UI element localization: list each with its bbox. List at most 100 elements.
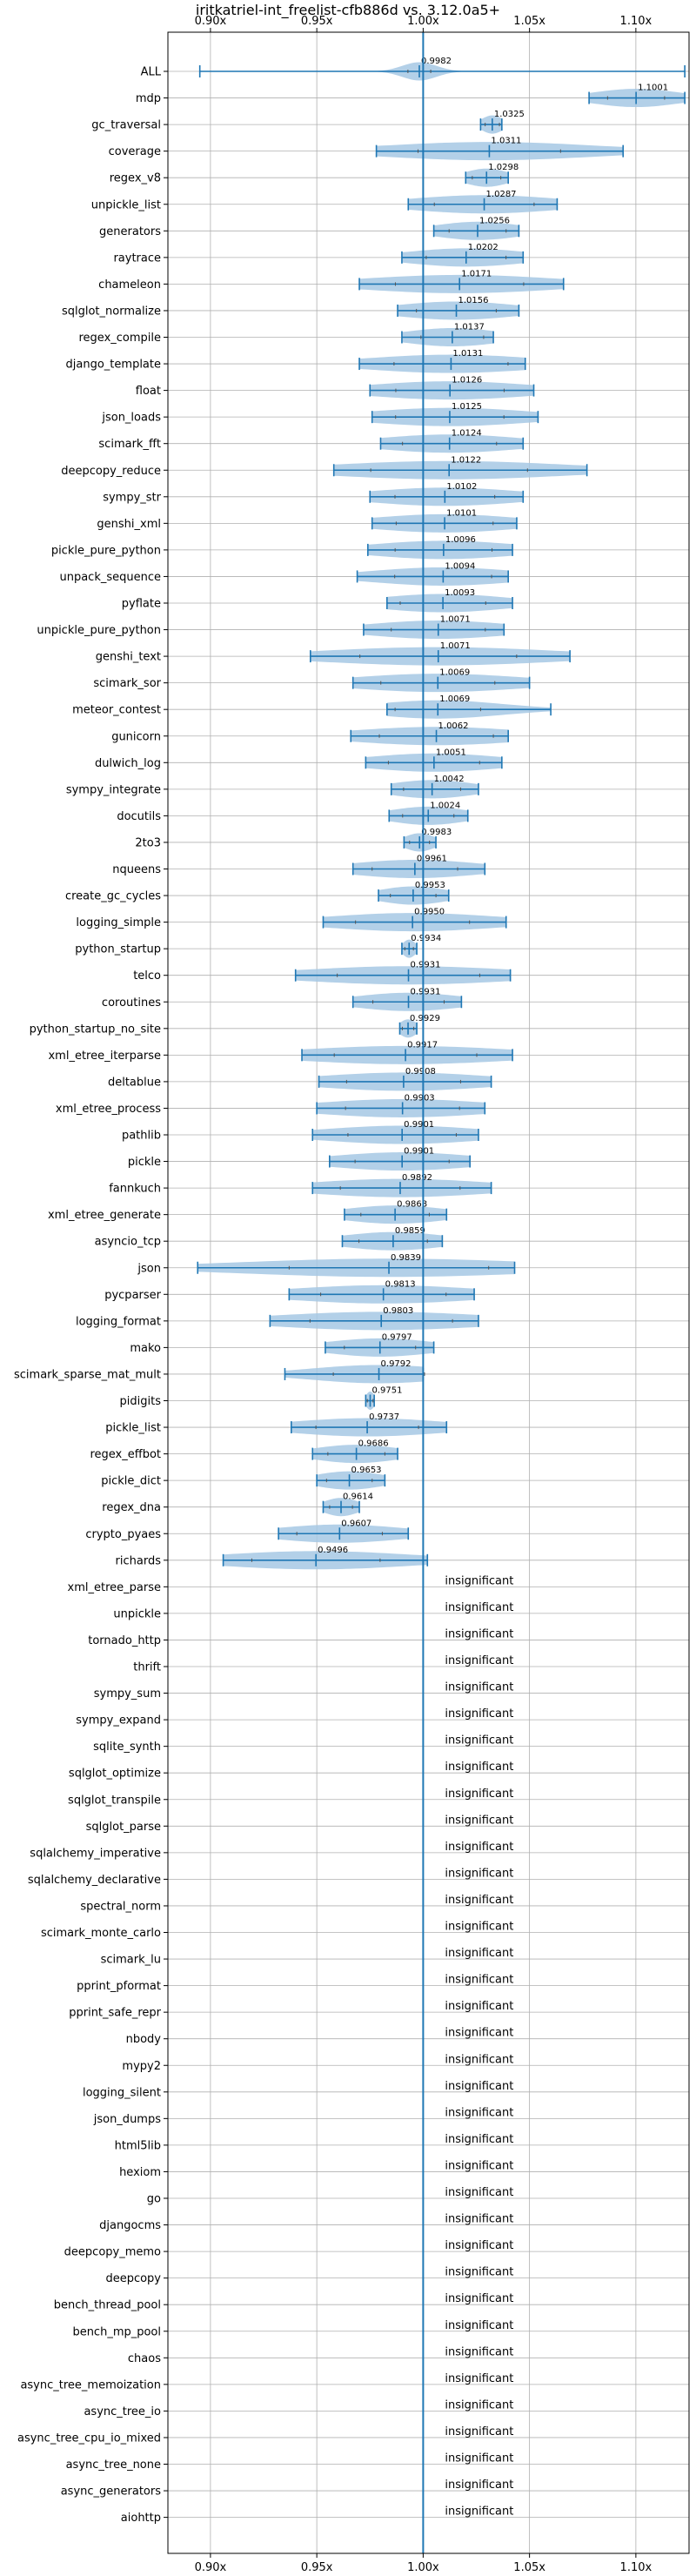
benchmark-label: crypto_pyaes [85, 1528, 161, 1541]
mean-value-label: 1.0287 [486, 190, 517, 199]
insignificant-label: insignificant [445, 1574, 513, 1587]
benchmark-label: nqueens [112, 863, 161, 876]
benchmark-label: richards [116, 1554, 162, 1567]
benchmark-label: sympy_str [103, 491, 161, 504]
benchmark-label: pprint_safe_repr [69, 2007, 161, 2020]
benchmark-label: thrift [133, 1661, 161, 1674]
benchmark-label: raytrace [113, 252, 161, 265]
mean-value-label: 1.0051 [436, 748, 466, 757]
mean-value-label: 0.9931 [411, 987, 441, 996]
insignificant-label: insignificant [445, 1867, 513, 1880]
insignificant-label: insignificant [445, 2133, 513, 2146]
benchmark-label: gunicorn [111, 730, 161, 743]
mean-value-label: 0.9950 [414, 908, 445, 917]
benchmark-label: regex_dna [102, 1501, 161, 1514]
insignificant-label: insignificant [445, 1947, 513, 1960]
mean-value-label: 0.9496 [318, 1546, 348, 1555]
benchmark-label: djangocms [99, 2219, 161, 2232]
insignificant-label: insignificant [445, 1974, 513, 1987]
benchmark-label: html5lib [115, 2139, 161, 2152]
x-tick-label-bottom: 1.05x [513, 2561, 545, 2574]
benchmark-label: mdp [136, 92, 161, 105]
mean-value-label: 0.9607 [341, 1519, 371, 1528]
benchmark-label: fannkuch [109, 1183, 161, 1196]
benchmark-label: sympy_integrate [66, 783, 161, 796]
insignificant-label: insignificant [445, 2266, 513, 2279]
benchmark-label: go [147, 2193, 161, 2206]
insignificant-label: insignificant [445, 2319, 513, 2332]
mean-value-label: 1.0096 [445, 535, 476, 545]
plot-frame [167, 31, 690, 2554]
benchmark-label: chameleon [98, 278, 161, 292]
benchmark-label: unpickle_pure_python [37, 624, 161, 637]
benchmark-label: sqlalchemy_imperative [30, 1847, 161, 1860]
mean-value-label: 0.9686 [358, 1439, 389, 1449]
mean-value-label: 0.9908 [405, 1067, 436, 1077]
benchmark-label: aiohttp [121, 2512, 161, 2525]
benchmark-label: deepcopy_memo [64, 2246, 161, 2259]
insignificant-label: insignificant [445, 2425, 513, 2438]
benchmark-label: 2to3 [135, 836, 161, 849]
benchmark-label: nbody [126, 2033, 162, 2046]
insignificant-label: insignificant [445, 1627, 513, 1640]
x-tick-label-top: 1.10x [620, 15, 652, 28]
mean-value-label: 0.9859 [395, 1226, 425, 1236]
benchmark-label: genshi_text [96, 651, 161, 664]
benchmark-label: bench_mp_pool [72, 2325, 161, 2338]
benchmark-label: regex_v8 [110, 172, 161, 185]
mean-value-label: 0.9839 [391, 1253, 421, 1263]
mean-value-label: 0.9653 [351, 1466, 382, 1475]
insignificant-label: insignificant [445, 1681, 513, 1694]
y-axis-labels: ALL mdp gc_traversal coverage regex_v8unpick… [14, 66, 162, 2526]
insignificant-label: insignificant [445, 2372, 513, 2385]
benchmark-label: deepcopy [105, 2272, 161, 2285]
benchmark-label: scimark_fft [98, 438, 161, 451]
mean-value-label: 0.9868 [397, 1200, 427, 1210]
mean-value-label: 0.9803 [383, 1306, 413, 1316]
insignificant-label: insignificant [445, 2159, 513, 2172]
benchmark-label: hexiom [119, 2166, 161, 2179]
x-tick-label-bottom: 0.95x [301, 2561, 333, 2574]
mean-value-label: 1.0156 [458, 296, 489, 305]
mean-value-label: 1.0125 [452, 402, 482, 412]
insignificant-label: insignificant [445, 1894, 513, 1907]
mean-value-label: 1.0171 [461, 269, 492, 278]
benchmark-label: dulwich_log [95, 757, 161, 770]
insignificant-label: insignificant [445, 2239, 513, 2252]
insignificant-label: insignificant [445, 2106, 513, 2119]
benchmark-label: pyflate [122, 598, 161, 611]
benchmark-label: spectral_norm [80, 1900, 161, 1913]
mean-value-label: 1.0101 [446, 508, 477, 518]
mean-value-label: 0.9929 [410, 1014, 440, 1023]
benchmark-label: python_startup [75, 943, 161, 956]
insignificant-label: insignificant [445, 2479, 513, 2492]
benchmark-label: logging_silent [83, 2086, 161, 2099]
insignificant-label: insignificant [445, 2398, 513, 2412]
benchmark-label: pycparser [104, 1289, 161, 1302]
benchmark-label: async_tree_none [66, 2459, 161, 2472]
insignificant-label: insignificant [445, 1734, 513, 1748]
mean-value-label: 1.0069 [439, 694, 470, 704]
x-tick-label-top: 0.90x [195, 15, 227, 28]
mean-value-label: 0.9797 [382, 1332, 412, 1342]
benchmark-label: bench_thread_pool [54, 2299, 161, 2312]
insignificant-label: insignificant [445, 2213, 513, 2226]
insignificant-label: insignificant [445, 1707, 513, 1721]
x-axis-ticks: 0.90x 0.90x 0.95x 0.95x 1.00x 1.00x 1.05x 1.05x… [164, 15, 652, 2574]
benchmark-label: docutils [117, 810, 161, 823]
mean-value-label: 0.9614 [343, 1493, 373, 1502]
benchmark-label: pprint_pformat [77, 1980, 161, 1993]
benchmark-label: genshi_xml [97, 518, 161, 531]
insignificant-label: insignificant [445, 2000, 513, 2013]
mean-value-label: 1.0124 [452, 429, 482, 439]
benchmark-label: telco [133, 969, 161, 983]
mean-value-label: 1.0071 [440, 641, 471, 651]
benchmark-label: async_generators [61, 2485, 162, 2499]
insignificant-label: insignificant [445, 2292, 513, 2305]
insignificant-label: insignificant [445, 1761, 513, 1774]
benchmark-label: sqlglot_parse [86, 1821, 161, 1834]
benchmark-label: xml_etree_generate [48, 1209, 161, 1222]
benchmark-label: scimark_monte_carlo [41, 1927, 161, 1940]
mean-value-label: 1.0122 [451, 455, 481, 465]
benchmark-label: unpickle [113, 1607, 161, 1620]
